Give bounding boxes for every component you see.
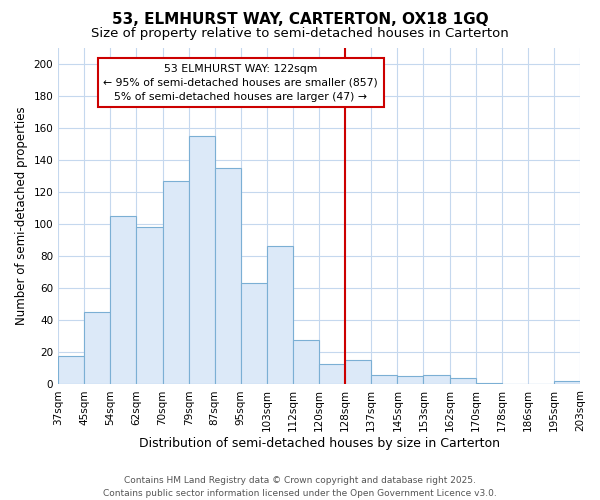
- Bar: [319, 364, 345, 384]
- Bar: [58, 356, 84, 384]
- Bar: [424, 375, 449, 384]
- Bar: [397, 376, 424, 384]
- Bar: [293, 340, 319, 384]
- Bar: [449, 378, 476, 384]
- Text: 53, ELMHURST WAY, CARTERTON, OX18 1GQ: 53, ELMHURST WAY, CARTERTON, OX18 1GQ: [112, 12, 488, 28]
- Bar: [476, 383, 502, 384]
- Bar: [215, 168, 241, 384]
- Bar: [554, 381, 580, 384]
- Text: 53 ELMHURST WAY: 122sqm
← 95% of semi-detached houses are smaller (857)
5% of se: 53 ELMHURST WAY: 122sqm ← 95% of semi-de…: [103, 64, 378, 102]
- Bar: [84, 312, 110, 384]
- Bar: [267, 246, 293, 384]
- Bar: [371, 375, 397, 384]
- Text: Size of property relative to semi-detached houses in Carterton: Size of property relative to semi-detach…: [91, 28, 509, 40]
- Bar: [163, 180, 188, 384]
- Bar: [241, 284, 267, 384]
- Text: Contains HM Land Registry data © Crown copyright and database right 2025.
Contai: Contains HM Land Registry data © Crown c…: [103, 476, 497, 498]
- Bar: [188, 136, 215, 384]
- Bar: [110, 216, 136, 384]
- Y-axis label: Number of semi-detached properties: Number of semi-detached properties: [15, 106, 28, 326]
- Bar: [136, 227, 163, 384]
- Bar: [345, 360, 371, 384]
- X-axis label: Distribution of semi-detached houses by size in Carterton: Distribution of semi-detached houses by …: [139, 437, 500, 450]
